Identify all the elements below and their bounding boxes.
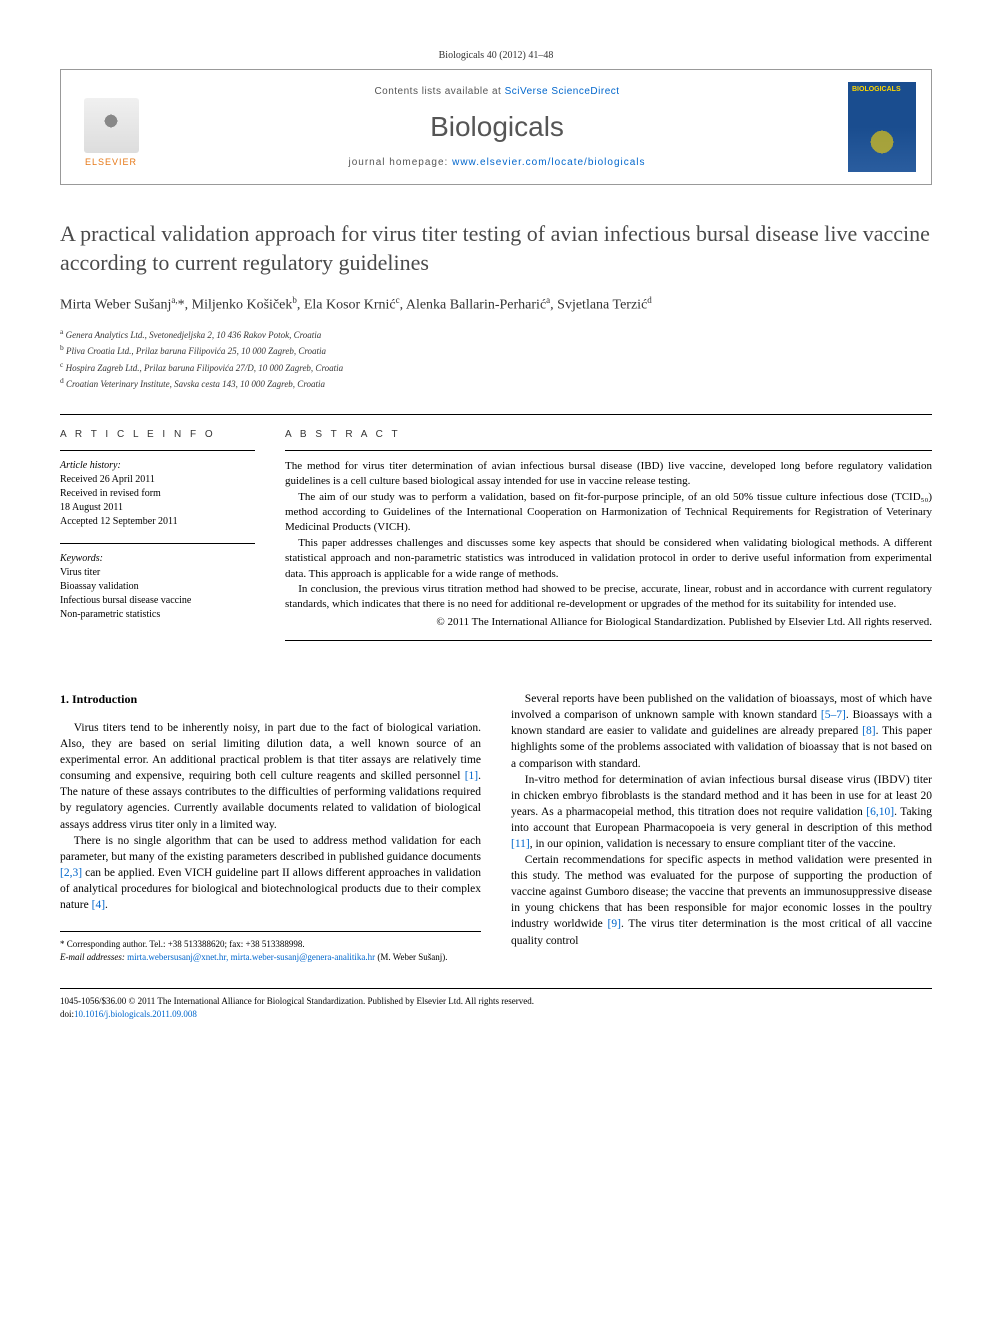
email-label: E-mail addresses: <box>60 952 125 962</box>
body-paragraph: There is no single algorithm that can be… <box>60 833 481 913</box>
footer-doi: doi:10.1016/j.biologicals.2011.09.008 <box>60 1008 932 1021</box>
body-right-column: Several reports have been published on t… <box>511 691 932 963</box>
sciencedirect-link[interactable]: SciVerse ScienceDirect <box>505 86 620 97</box>
body-left-column: 1. Introduction Virus titers tend to be … <box>60 691 481 963</box>
contents-list-line: Contents lists available at SciVerse Sci… <box>146 86 848 97</box>
section-heading-introduction: 1. Introduction <box>60 691 481 708</box>
article-title: A practical validation approach for viru… <box>60 220 932 277</box>
corresponding-author-footer: * Corresponding author. Tel.: +38 513388… <box>60 931 481 963</box>
abstract-paragraph: In conclusion, the previous virus titrat… <box>285 582 932 613</box>
body-paragraph: Several reports have been published on t… <box>511 691 932 771</box>
publisher-logo-block: ELSEVIER <box>76 87 146 167</box>
homepage-line: journal homepage: www.elsevier.com/locat… <box>146 157 848 168</box>
corr-author-ref: (M. Weber Sušanj). <box>377 952 447 962</box>
journal-cover-block: BIOLOGICALS <box>848 82 916 172</box>
abstract-column: A B S T R A C T The method for virus tit… <box>285 415 932 641</box>
journal-article-page: Biologicals 40 (2012) 41–48 ELSEVIER Con… <box>0 0 992 1060</box>
body-paragraph: In-vitro method for determination of avi… <box>511 772 932 852</box>
keyword: Infectious bursal disease vaccine <box>60 594 255 608</box>
journal-name: Biologicals <box>146 111 848 143</box>
abstract-label: A B S T R A C T <box>285 415 932 450</box>
contents-prefix: Contents lists available at <box>374 86 504 97</box>
history-line: Received in revised form <box>60 487 255 501</box>
abstract-paragraph: This paper addresses challenges and disc… <box>285 536 932 582</box>
body-two-column: 1. Introduction Virus titers tend to be … <box>60 691 932 963</box>
footer-copyright: 1045-1056/$36.00 © 2011 The Internationa… <box>60 995 932 1008</box>
keyword: Non-parametric statistics <box>60 608 255 622</box>
elsevier-tree-icon <box>84 98 139 153</box>
history-title: Article history: <box>60 459 255 473</box>
page-footer: 1045-1056/$36.00 © 2011 The Internationa… <box>60 988 932 1020</box>
author-list: Mirta Weber Sušanja,*, Miljenko Košičekb… <box>60 295 932 314</box>
corr-email-link[interactable]: mirta.webersusanj@xnet.hr, mirta.weber-s… <box>127 952 375 962</box>
banner-center: Contents lists available at SciVerse Sci… <box>146 86 848 168</box>
abstract-bottom-rule <box>285 640 932 641</box>
article-history-block: Article history: Received 26 April 2011 … <box>60 450 255 529</box>
history-line: Accepted 12 September 2011 <box>60 515 255 529</box>
citation-header: Biologicals 40 (2012) 41–48 <box>60 50 932 61</box>
abstract-paragraph: The method for virus titer determination… <box>285 459 932 490</box>
corr-line: * Corresponding author. Tel.: +38 513388… <box>60 938 481 951</box>
abstract-text: The method for virus titer determination… <box>285 450 932 630</box>
affiliation-list: a Genera Analytics Ltd., Svetonedjeljska… <box>60 326 932 392</box>
cover-label: BIOLOGICALS <box>852 86 912 93</box>
body-paragraph: Virus titers tend to be inherently noisy… <box>60 720 481 833</box>
article-info-column: A R T I C L E I N F O Article history: R… <box>60 415 255 641</box>
article-info-label: A R T I C L E I N F O <box>60 415 255 450</box>
history-line: Received 26 April 2011 <box>60 473 255 487</box>
keyword: Bioassay validation <box>60 580 255 594</box>
affiliation: a Genera Analytics Ltd., Svetonedjeljska… <box>60 326 932 343</box>
abstract-copyright: © 2011 The International Alliance for Bi… <box>285 615 932 630</box>
affiliation: b Pliva Croatia Ltd., Prilaz baruna Fili… <box>60 342 932 359</box>
keywords-title: Keywords: <box>60 552 255 566</box>
abstract-paragraph: The aim of our study was to perform a va… <box>285 490 932 536</box>
journal-banner: ELSEVIER Contents lists available at Sci… <box>60 69 932 185</box>
corr-emails: E-mail addresses: mirta.webersusanj@xnet… <box>60 951 481 964</box>
homepage-prefix: journal homepage: <box>348 157 452 168</box>
history-line: 18 August 2011 <box>60 501 255 515</box>
publisher-label: ELSEVIER <box>85 157 137 167</box>
doi-link[interactable]: 10.1016/j.biologicals.2011.09.008 <box>74 1009 197 1019</box>
keywords-block: Keywords: Virus titer Bioassay validatio… <box>60 543 255 622</box>
affiliation: c Hospira Zagreb Ltd., Prilaz baruna Fil… <box>60 359 932 376</box>
affiliation: d Croatian Veterinary Institute, Savska … <box>60 375 932 392</box>
info-abstract-block: A R T I C L E I N F O Article history: R… <box>60 414 932 641</box>
journal-cover-thumbnail: BIOLOGICALS <box>848 82 916 172</box>
homepage-link[interactable]: www.elsevier.com/locate/biologicals <box>452 157 645 168</box>
body-paragraph: Certain recommendations for specific asp… <box>511 852 932 949</box>
keyword: Virus titer <box>60 566 255 580</box>
